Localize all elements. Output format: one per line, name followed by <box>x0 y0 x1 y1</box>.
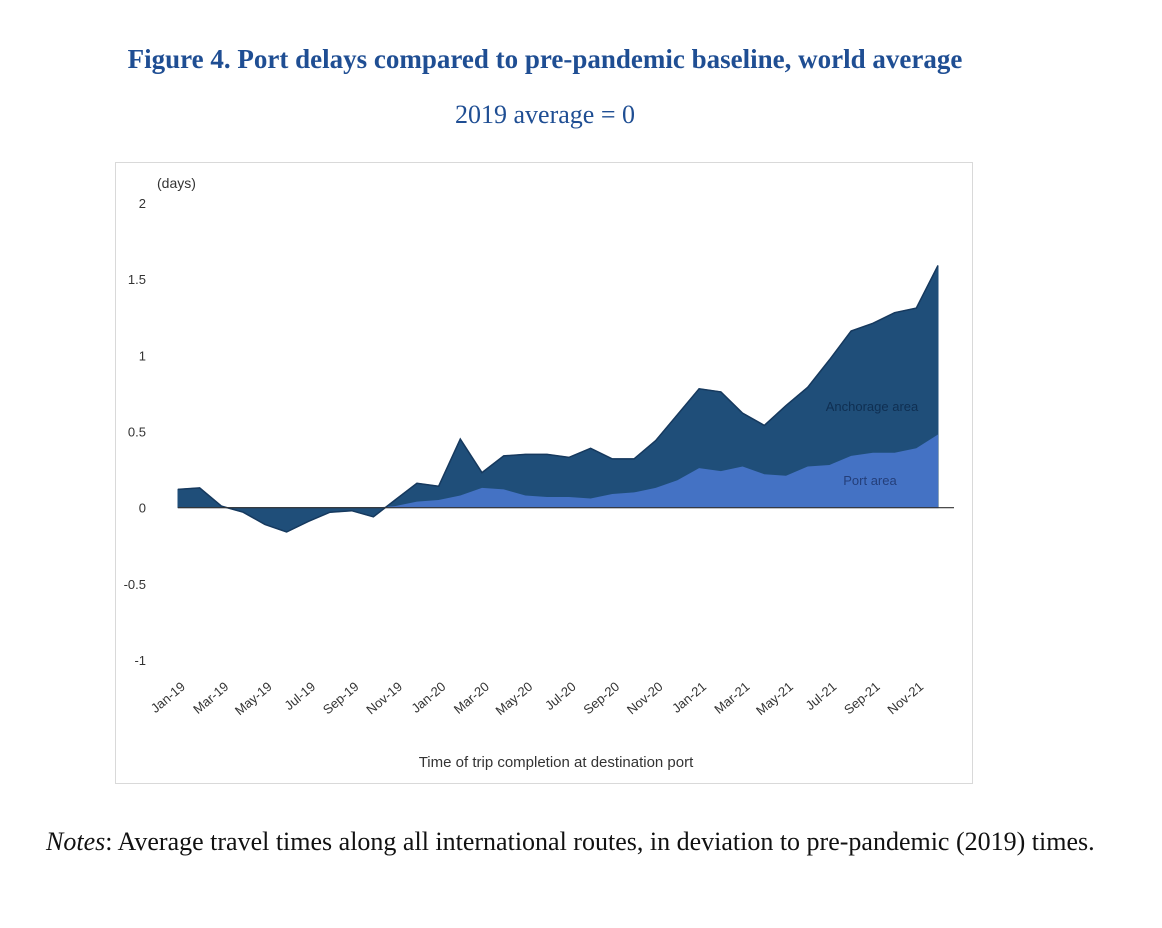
y-tick-label: 0 <box>139 501 146 516</box>
area-layer <box>177 265 939 533</box>
x-tick-label: Jul-20 <box>542 679 579 713</box>
x-tick-label: Jul-19 <box>281 679 318 713</box>
chart-frame: 2 1.5 1 0.5 0 -0.5 -1 Jan-19 Mar-19 May-19 Jul-19… <box>115 162 973 784</box>
x-tick-label: May-20 <box>492 679 535 718</box>
x-tick-label: Nov-21 <box>884 679 926 717</box>
notes-text: : Average travel times along all interna… <box>105 827 1095 856</box>
x-tick-label: Sep-19 <box>320 679 362 717</box>
port-delay-chart: 2 1.5 1 0.5 0 -0.5 -1 Jan-19 Mar-19 May-19 Jul-19… <box>124 175 954 771</box>
x-tick-label: Jan-19 <box>148 679 188 716</box>
x-tick-label: Sep-20 <box>580 679 622 717</box>
y-tick-label: 1 <box>139 348 146 363</box>
x-tick-label: May-21 <box>753 679 796 718</box>
x-tick-label: Nov-20 <box>624 679 666 717</box>
x-tick-label: Jul-21 <box>803 679 840 713</box>
y-tick-label: -0.5 <box>124 577 146 592</box>
x-tick-label: Mar-19 <box>190 679 231 717</box>
x-tick-label: Jan-20 <box>408 679 448 716</box>
x-axis-title: Time of trip completion at destination p… <box>419 754 694 771</box>
x-tick-label: Nov-19 <box>363 679 405 717</box>
x-tick-label: Mar-20 <box>451 679 492 717</box>
y-axis-unit-label: (days) <box>157 175 196 191</box>
y-tick-label: -1 <box>134 653 146 668</box>
port-area-label: Port area <box>843 473 897 488</box>
port-area <box>178 434 938 508</box>
x-tick-label: May-19 <box>232 679 275 718</box>
x-axis-ticks: Jan-19 Mar-19 May-19 Jul-19 Sep-19 Nov-19 Jan-… <box>148 679 926 718</box>
y-tick-label: 2 <box>139 196 146 211</box>
figure-subtitle: 2019 average = 0 <box>455 100 635 129</box>
x-tick-label: Jan-21 <box>669 679 709 716</box>
y-tick-label: 1.5 <box>128 272 146 287</box>
notes-label: Notes <box>46 827 106 856</box>
y-axis-ticks: 2 1.5 1 0.5 0 -0.5 -1 <box>124 196 146 668</box>
anchorage-area-outline <box>177 265 939 533</box>
y-tick-label: 0.5 <box>128 425 146 440</box>
figure-notes: Notes: Average travel times along all in… <box>46 818 1126 866</box>
anchorage-area-label: Anchorage area <box>826 399 919 414</box>
x-tick-label: Mar-21 <box>711 679 752 717</box>
x-tick-label: Sep-21 <box>841 679 883 717</box>
figure-title: Figure 4. Port delays compared to pre-pa… <box>127 44 963 74</box>
